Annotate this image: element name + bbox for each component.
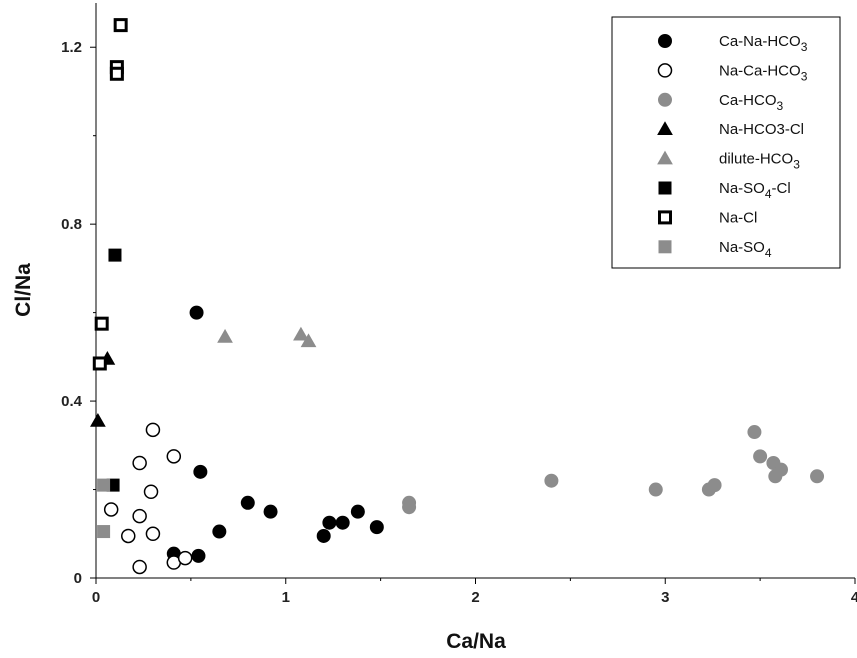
legend-label: Ca-Na-HCO3 xyxy=(719,33,808,54)
data-point xyxy=(97,525,111,539)
data-point xyxy=(217,328,233,343)
data-point xyxy=(544,473,559,488)
legend-marker xyxy=(657,150,673,165)
data-point xyxy=(145,422,161,438)
series-5 xyxy=(106,248,122,492)
data-point xyxy=(293,326,309,341)
legend-marker xyxy=(657,121,673,135)
data-point xyxy=(97,478,111,492)
data-point xyxy=(166,449,182,464)
data-point xyxy=(810,469,825,484)
data-point xyxy=(189,305,204,320)
legend-marker xyxy=(658,240,672,254)
data-point xyxy=(240,495,255,510)
data-point xyxy=(773,462,788,477)
series-2 xyxy=(402,425,825,515)
legend-label: dilute-HCO3 xyxy=(719,151,800,172)
legend-marker xyxy=(658,92,672,107)
data-point xyxy=(177,550,193,566)
legend-label: Na-Ca-HCO3 xyxy=(719,62,808,83)
data-point xyxy=(121,528,136,544)
legend-label: Na-SO4 xyxy=(719,239,772,260)
data-point xyxy=(300,333,317,348)
legend-label: Na-HCO3-Cl xyxy=(719,121,804,138)
data-point xyxy=(322,515,337,530)
data-point xyxy=(132,508,147,524)
data-point xyxy=(369,520,384,535)
data-point xyxy=(193,464,208,479)
data-point xyxy=(143,484,159,499)
series-7 xyxy=(97,478,111,539)
x-tick-label: 0 xyxy=(92,589,100,606)
legend-box xyxy=(611,16,841,269)
x-axis-title: Ca/Na xyxy=(446,630,506,653)
legend-marker xyxy=(658,210,672,225)
series-1 xyxy=(103,422,193,575)
data-point xyxy=(402,500,417,515)
data-point xyxy=(145,526,161,542)
data-point xyxy=(103,502,119,517)
y-tick-label: 0.4 xyxy=(61,393,83,410)
data-point xyxy=(132,559,147,575)
data-point xyxy=(94,316,109,331)
legend-label: Na-Cl xyxy=(719,209,757,226)
data-point xyxy=(132,455,147,471)
data-point xyxy=(707,478,722,493)
x-tick-label: 1 xyxy=(282,589,290,606)
data-point xyxy=(113,18,128,33)
x-tick-label: 3 xyxy=(661,589,669,606)
data-points xyxy=(90,18,825,575)
legend-label: Ca-HCO3 xyxy=(719,92,784,113)
data-point xyxy=(92,356,107,371)
data-point xyxy=(335,515,350,530)
series-4 xyxy=(217,326,317,348)
data-point xyxy=(191,548,206,563)
legend-marker xyxy=(657,63,673,78)
legend: Ca-Na-HCO3 Na-Ca-HCO3 Ca-HCO3 Na-HCO3-Cl dil… xyxy=(611,16,841,269)
y-axis-title: Cl/Na xyxy=(12,263,35,317)
data-point xyxy=(350,504,365,519)
data-point xyxy=(648,482,663,497)
x-axis-ticks: 0 1 2 3 4 xyxy=(92,578,857,606)
legend-marker xyxy=(658,34,672,48)
data-point xyxy=(753,449,768,464)
data-point xyxy=(90,412,106,427)
y-tick-label: 0 xyxy=(74,570,82,587)
legend-marker xyxy=(658,181,672,195)
x-tick-label: 4 xyxy=(851,589,857,606)
data-point xyxy=(212,524,227,539)
data-point xyxy=(316,528,331,543)
data-point xyxy=(263,504,278,519)
y-axis-ticks: 0 0.4 0.8 1.2 xyxy=(61,39,96,587)
series-0 xyxy=(166,305,384,563)
series-6 xyxy=(92,18,128,371)
data-point xyxy=(109,66,124,81)
x-tick-label: 2 xyxy=(471,589,479,606)
y-tick-label: 0.8 xyxy=(61,216,82,233)
data-point xyxy=(108,248,122,262)
data-point xyxy=(747,425,762,440)
legend-label: Na-SO4-Cl xyxy=(719,180,791,201)
y-tick-label: 1.2 xyxy=(61,39,82,56)
